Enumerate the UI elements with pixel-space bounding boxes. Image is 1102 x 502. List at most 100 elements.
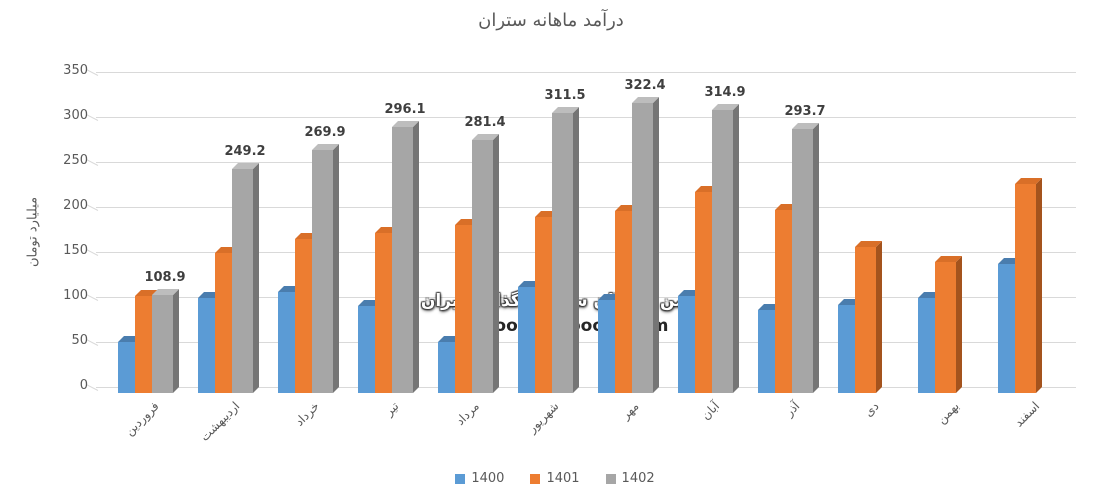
bar-1400-3: [277, 286, 305, 393]
bar-1401-2: [214, 247, 242, 393]
bar-front-face: [677, 296, 699, 393]
x-tick-label-1: فروردین: [122, 399, 162, 439]
bar-1400-4: [357, 300, 385, 393]
bar-front-face: [917, 298, 939, 393]
y-tick-label: 300: [63, 108, 88, 123]
bar-1400-2: [197, 292, 225, 393]
bar-1402-3: [311, 144, 339, 393]
legend-swatch-1400: [455, 473, 466, 484]
bar-1400-11: [917, 292, 945, 393]
bar-1401-3: [294, 233, 322, 393]
bar-front-face: [311, 150, 333, 393]
y-tick-label: 350: [63, 63, 88, 78]
y-tick-label: 0: [79, 378, 88, 393]
data-label-1402-5: 281.4: [464, 115, 506, 130]
gridline-150: [86, 249, 1076, 256]
bar-1400-12: [997, 258, 1025, 393]
bar-front-face: [774, 210, 796, 393]
bar-1401-9: [774, 204, 802, 393]
bar-side-face: [955, 256, 962, 393]
bar-1400-6: [517, 281, 545, 393]
bar-1401-12: [1014, 178, 1042, 393]
bar-front-face: [357, 306, 379, 393]
legend-item-1400: 1400: [455, 471, 504, 486]
bar-front-face: [694, 192, 716, 393]
bar-1402-2: [231, 163, 259, 393]
bar-front-face: [454, 225, 476, 393]
legend-label-1401: 1401: [546, 471, 580, 486]
bar-front-face: [934, 262, 956, 393]
bar-1402-5: [471, 134, 499, 393]
bar-1402-1: [151, 289, 179, 393]
bar-1400-8: [677, 290, 705, 393]
bar-side-face: [492, 134, 499, 393]
bar-front-face: [854, 247, 876, 393]
bar-1401-4: [374, 227, 402, 393]
bar-front-face: [791, 129, 813, 393]
bar-side-face: [172, 289, 179, 393]
bar-1400-5: [437, 336, 465, 393]
bar-front-face: [117, 342, 139, 393]
bar-1401-7: [614, 205, 642, 393]
bar-front-face: [231, 169, 253, 393]
bar-1401-1: [134, 290, 162, 393]
bar-1400-1: [117, 336, 145, 393]
data-label-1402-1: 108.9: [144, 270, 186, 285]
bar-1402-9: [791, 123, 819, 393]
x-tick-label-6: شهریور: [525, 399, 562, 436]
bar-front-face: [134, 296, 156, 393]
bar-1402-7: [631, 97, 659, 393]
x-tick-label-7: مهر: [618, 399, 642, 423]
bar-front-face: [294, 239, 316, 393]
bar-side-face: [652, 97, 659, 393]
bar-side-face: [732, 104, 739, 393]
bar-1401-5: [454, 219, 482, 393]
bar-side-face: [332, 144, 339, 393]
gridline-200: [86, 204, 1076, 211]
bar-1402-4: [391, 121, 419, 393]
x-tick-label-2: اردیبهشت: [197, 399, 242, 444]
bar-front-face: [614, 211, 636, 393]
x-tick-label-9: آذر: [781, 399, 802, 420]
chart-title: درآمد ماهانه ستران: [478, 10, 624, 31]
bar-front-face: [151, 295, 173, 393]
legend-swatch-1402: [605, 473, 616, 484]
legend-label-1402: 1402: [621, 471, 655, 486]
data-label-1402-9: 293.7: [784, 104, 826, 119]
bar-1402-8: [711, 104, 739, 393]
gridline-300: [86, 114, 1076, 121]
data-label-1402-2: 249.2: [224, 144, 266, 159]
bar-front-face: [391, 127, 413, 393]
y-tick-label: 200: [63, 198, 88, 213]
bar-front-face: [997, 264, 1019, 393]
x-tick-label-8: آبان: [698, 399, 722, 423]
legend-item-1401: 1401: [530, 471, 580, 486]
gridline-0: [86, 384, 1076, 391]
legend-label-1400: 1400: [471, 471, 505, 486]
x-tick-label-5: مرداد: [452, 399, 482, 429]
bar-side-face: [875, 241, 882, 393]
x-tick-label-11: بهمن: [934, 399, 962, 427]
y-tick-label: 100: [63, 288, 88, 303]
bar-front-face: [197, 298, 219, 393]
x-tick-label-4: تیر: [382, 399, 402, 419]
bar-1401-10: [854, 241, 882, 393]
data-label-1402-7: 322.4: [624, 78, 666, 93]
legend-item-1402: 1402: [605, 471, 655, 486]
bar-front-face: [471, 140, 493, 393]
bar-front-face: [1014, 184, 1036, 393]
legend: 1400 1401 1402: [8, 471, 1102, 486]
data-label-1402-6: 311.5: [544, 88, 586, 103]
bar-front-face: [517, 287, 539, 393]
bar-1400-7: [597, 294, 625, 393]
data-label-1402-3: 269.9: [304, 125, 346, 140]
gridline-50: [86, 339, 1076, 346]
bar-side-face: [1035, 178, 1042, 393]
data-label-1402-8: 314.9: [704, 85, 746, 100]
bar-side-face: [412, 121, 419, 393]
bar-side-face: [252, 163, 259, 393]
bar-front-face: [551, 113, 573, 393]
bar-side-face: [812, 123, 819, 393]
bar-side-face: [572, 107, 579, 393]
